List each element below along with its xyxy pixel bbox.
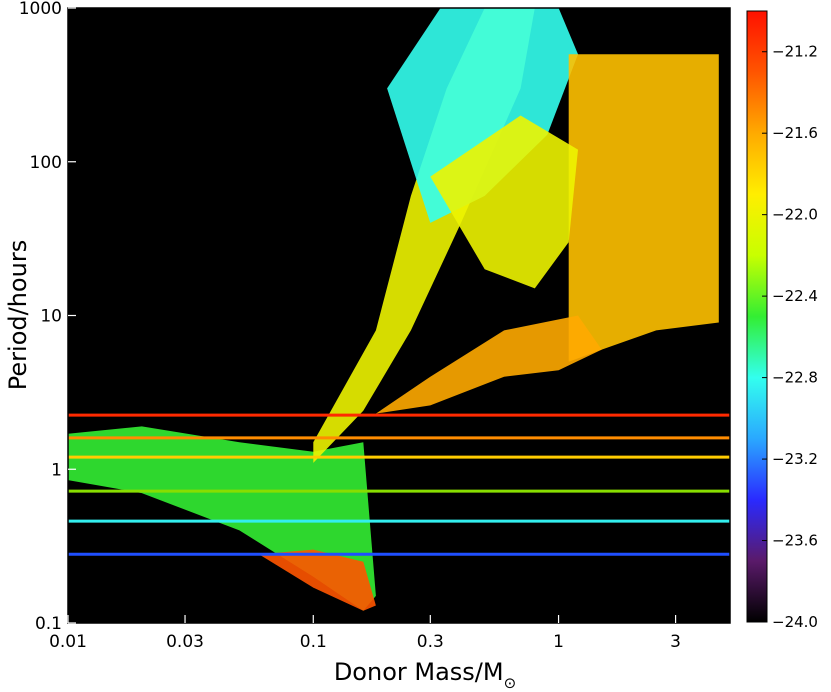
- y-tick-label-1: 1: [51, 460, 62, 480]
- region-2: [387, 8, 578, 223]
- y-tick-label-4: 1000: [19, 0, 62, 19]
- cb-tick-label-0: −24.0: [772, 613, 818, 631]
- x-tick-label-3: 0.3: [417, 632, 444, 652]
- region-5: [258, 549, 376, 611]
- x-tick-label-2: 0.1: [300, 632, 327, 652]
- sun-symbol: ⊙: [504, 674, 517, 692]
- cb-tick-label-7: −21.2: [772, 43, 818, 61]
- region-3: [568, 54, 719, 362]
- cb-tick-label-3: −22.8: [772, 369, 818, 387]
- cb-tick-label-6: −21.6: [772, 124, 818, 142]
- y-axis-title: Period/hours: [4, 240, 32, 390]
- cb-tick-label-4: −22.4: [772, 287, 818, 305]
- y-tick-label-0: 0.1: [35, 614, 62, 634]
- y-axis-ticks: 0.1 1 10 100 1000: [19, 0, 76, 634]
- horizontal-lines: [68, 413, 730, 556]
- cb-tick-label-5: −22.0: [772, 206, 818, 224]
- cb-tick-label-1: −23.6: [772, 532, 818, 550]
- region-6: [375, 315, 602, 414]
- cb-tick-label-2: −23.2: [772, 450, 818, 468]
- colorbar-ticks: −24.0 −23.6 −23.2 −22.8 −22.4 −22.0 −21.6 −21.2: [762, 43, 818, 631]
- data-regions: [68, 8, 719, 611]
- y-tick-label-2: 10: [40, 307, 62, 327]
- x-axis-title-text: Donor Mass/M: [334, 658, 504, 686]
- x-axis-title: Donor Mass/M⊙: [334, 658, 516, 692]
- x-axis-ticks: 0.01 0.03 0.1 0.3 1 3: [49, 615, 681, 652]
- y-tick-label-3: 100: [30, 153, 62, 173]
- x-tick-label-4: 1: [553, 632, 564, 652]
- x-tick-label-1: 0.03: [166, 632, 204, 652]
- x-tick-label-0: 0.01: [49, 632, 87, 652]
- colorbar: [746, 10, 768, 623]
- region-4: [430, 115, 578, 289]
- x-tick-label-5: 3: [670, 632, 681, 652]
